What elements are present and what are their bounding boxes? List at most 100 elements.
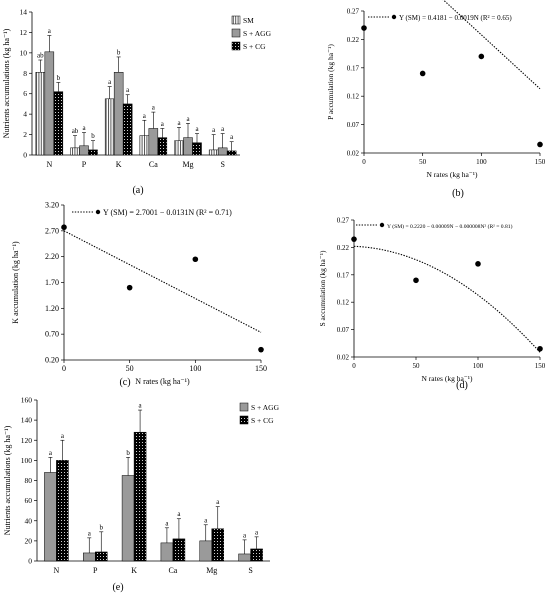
panel-b-data-point: [537, 141, 543, 148]
panel-e-x-tick-label: N: [54, 566, 60, 575]
panel-d-equation: Y (SM) = 0.2220 − 0.00009N − 0.000008N² …: [387, 223, 513, 230]
panel-a-bar: [217, 147, 228, 156]
panel-a-significance-letter: a: [221, 125, 225, 133]
panel-c-y-tick-label: 2.20: [45, 252, 59, 261]
panel-e-legend-label: S + AGG: [251, 403, 280, 412]
panel-b-data-point: [419, 70, 426, 77]
panel-c-x-tick-label: 50: [126, 364, 134, 373]
panel-a-x-tick-label: S: [220, 160, 224, 169]
panel-c-x-tick-label: 0: [62, 364, 66, 373]
panel-d-y-tick-label: 0.27: [337, 217, 350, 225]
panel-a-significance-letter: a: [195, 125, 199, 133]
panel-a-bar: [157, 137, 168, 156]
panel-a-y-tick-label: 12: [20, 28, 28, 37]
panel-a-bar: [122, 103, 133, 156]
panel-a-significance-letter: a: [177, 119, 181, 127]
panel-a-x-tick-label: P: [82, 160, 87, 169]
panel-e-legend-swatch: [239, 402, 249, 412]
panel-b-x-axis-label: N rates (kg ha⁻¹): [427, 170, 478, 179]
panel-b-y-tick-label: 0.07: [347, 121, 360, 129]
panel-a-bar: [226, 150, 237, 156]
panel-e-significance-letter: a: [243, 531, 247, 539]
panel-b-label: (b): [452, 188, 464, 199]
panel-a-bar: [192, 142, 202, 156]
panel-e-significance-letter: a: [139, 402, 143, 410]
panel-b-y-axis-label: P accumulation (kg ha⁻¹): [326, 44, 335, 120]
panel-c-data-point: [61, 224, 67, 231]
panel-a-significance-letter: b: [57, 74, 61, 82]
panel-a-bar: [44, 51, 55, 156]
panel-a-y-tick-label: 10: [20, 48, 28, 57]
panel-e-significance-letter: a: [216, 498, 220, 506]
panel-e-legend-label: S + CG: [251, 416, 274, 425]
panel-c-equation: Y (SM) = 2.7001 − 0.0131N (R² = 0.71): [103, 208, 232, 217]
panel-c-y-tick-label: 3.20: [45, 201, 59, 210]
panel-e-significance-letter: a: [88, 529, 92, 537]
panel-a-significance-letter: a: [143, 112, 147, 120]
panel-e-significance-letter: a: [165, 519, 169, 527]
panel-c-legend-marker: [95, 209, 101, 215]
panel-c-y-tick-label: 1.20: [45, 304, 59, 313]
panel-b-y-tick-label: 0.12: [347, 93, 360, 101]
panel-a-x-tick-label: N: [46, 160, 52, 169]
panel-a-y-tick-label: 6: [23, 89, 27, 98]
panel-c-y-tick-label: 1.70: [45, 278, 59, 287]
panel-d-x-tick-label: 100: [473, 362, 484, 370]
panel-b-legend-marker: [391, 14, 397, 20]
panel-e-bar: [121, 475, 135, 562]
panel-a-bar: [104, 98, 115, 156]
panel-d-data-point: [351, 236, 357, 242]
panel-a-x-tick-label: Mg: [182, 160, 193, 169]
panel-c-trend-line: [63, 230, 262, 333]
panel-b-scatter-chart: 0.02 0.07 0.12 0.17 0.22 0.27 0 50 100 150 Y (SM) …: [326, 0, 546, 179]
panel-a-y-tick-label: 8: [23, 69, 27, 78]
panel-e-significance-letter: a: [177, 510, 181, 518]
panel-d-y-tick-label: 0.22: [337, 244, 350, 252]
panel-d-label: (d): [456, 380, 468, 391]
panel-e-bar: [238, 553, 251, 562]
panel-d-x-axis-label: N rates (kg ha⁻¹): [422, 374, 473, 383]
panel-c-x-axis-label: N rates (kg ha⁻¹): [135, 377, 190, 386]
panel-a-y-tick-label: 0: [23, 151, 27, 160]
panel-e-y-tick-label: 140: [21, 416, 33, 425]
panel-b-x-tick-label: 150: [535, 158, 546, 166]
panel-e-bar: [95, 551, 108, 562]
panel-d-x-tick-label: 150: [535, 362, 546, 370]
panel-a-y-tick-label: 14: [20, 8, 28, 17]
panel-b-y-tick-label: 0.02: [347, 150, 360, 158]
panel-a-bar: [174, 140, 184, 156]
panel-d-y-tick-label: 0.12: [337, 299, 350, 307]
panel-c-scatter-chart: 0.20 0.70 1.20 1.70 2.20 2.70 3.20 0 50 100 150 Y (…: [11, 201, 267, 387]
panel-a-significance-letter: a: [230, 133, 234, 141]
panel-e-bar: [199, 540, 212, 562]
panel-e-y-tick-label: 100: [21, 456, 33, 465]
panel-a-y-tick-label: 4: [23, 110, 27, 119]
panel-a-bar: [88, 149, 98, 156]
panel-d-data-point: [537, 345, 543, 352]
panel-b-data-point: [478, 53, 485, 60]
panel-b-equation: Y (SM) = 0.4181 − 0.0019N (R² = 0.65): [399, 14, 512, 22]
panel-a-x-tick-label: K: [116, 160, 122, 169]
panel-a-significance-letter: a: [161, 120, 165, 128]
panel-a-bar: [113, 72, 124, 156]
panel-d-y-tick-label: 0.17: [337, 271, 350, 279]
panel-c-data-point: [192, 256, 199, 263]
panel-a-label: (a): [132, 185, 143, 196]
panel-e-y-tick-label: 60: [25, 496, 33, 505]
panel-e-label: (e): [112, 582, 123, 593]
panel-d-y-tick-label: 0.07: [337, 326, 350, 334]
panel-b-trend-line: [442, 0, 541, 90]
panel-e-significance-letter: a: [61, 432, 65, 440]
panel-a-bar: [208, 149, 219, 156]
panel-e-y-tick-label: 160: [21, 396, 33, 405]
panel-a-bar: [139, 135, 150, 156]
panel-a-significance-letter: a: [152, 104, 156, 112]
panel-a-legend-label: S + AGG: [243, 29, 272, 38]
panel-e-bar: [56, 460, 69, 562]
panel-c-x-tick-label: 100: [189, 364, 201, 373]
panel-e-significance-letter: b: [100, 523, 104, 531]
panel-b-data-point: [361, 25, 367, 31]
panel-a-legend-label: SM: [243, 16, 254, 25]
panel-a-significance-letter: ab: [72, 127, 79, 135]
